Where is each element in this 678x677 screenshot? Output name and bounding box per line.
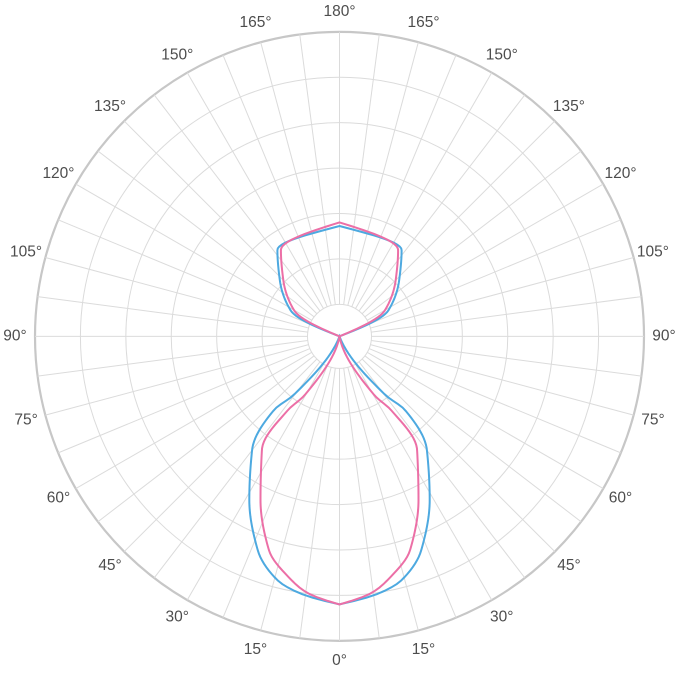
svg-text:15°: 15° xyxy=(412,641,435,658)
svg-text:15°: 15° xyxy=(244,641,267,658)
svg-text:0°: 0° xyxy=(332,652,347,669)
svg-text:120°: 120° xyxy=(604,165,636,182)
svg-text:120°: 120° xyxy=(42,165,74,182)
svg-text:75°: 75° xyxy=(641,411,664,428)
svg-text:165°: 165° xyxy=(239,14,271,31)
svg-text:30°: 30° xyxy=(166,608,189,625)
svg-text:90°: 90° xyxy=(652,327,675,344)
svg-text:60°: 60° xyxy=(609,490,632,507)
svg-text:105°: 105° xyxy=(637,243,669,260)
svg-text:90°: 90° xyxy=(3,327,26,344)
svg-text:150°: 150° xyxy=(486,46,518,63)
svg-text:30°: 30° xyxy=(490,608,513,625)
svg-text:45°: 45° xyxy=(98,557,121,574)
svg-text:150°: 150° xyxy=(161,46,193,63)
svg-text:105°: 105° xyxy=(10,243,42,260)
svg-text:60°: 60° xyxy=(47,490,70,507)
svg-text:135°: 135° xyxy=(553,98,585,115)
svg-text:135°: 135° xyxy=(94,98,126,115)
svg-text:45°: 45° xyxy=(557,557,580,574)
svg-text:165°: 165° xyxy=(407,14,439,31)
svg-text:75°: 75° xyxy=(14,411,37,428)
svg-text:180°: 180° xyxy=(323,3,355,20)
